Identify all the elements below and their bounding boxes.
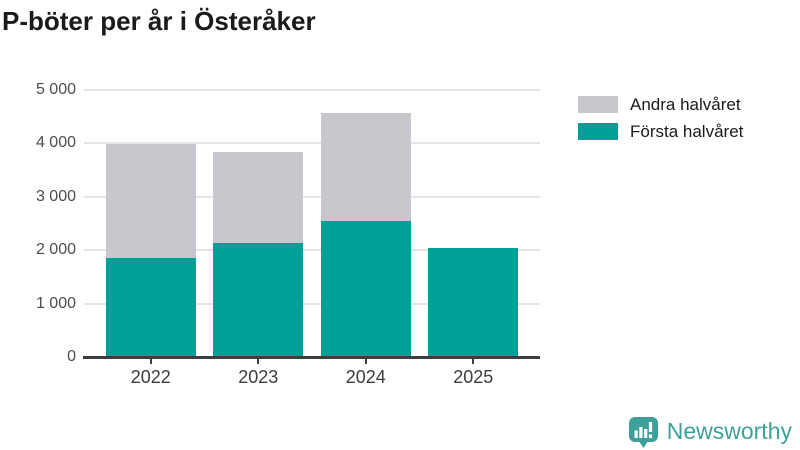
legend-swatch-forsta-halvaret xyxy=(578,123,618,140)
x-axis-line xyxy=(83,356,540,359)
y-axis-tick-label: 5 000 xyxy=(35,81,76,98)
x-axis-tick-label: 2025 xyxy=(453,367,494,387)
newsworthy-logo-icon xyxy=(628,417,658,448)
bar-segment-första-halvåret-2023 xyxy=(213,243,304,357)
x-axis-tick-label: 2022 xyxy=(130,367,171,387)
gridline xyxy=(84,142,540,145)
y-axis-tick-label: 1 000 xyxy=(35,294,76,312)
bar-segment-första-halvåret-2022 xyxy=(105,258,196,357)
gridline xyxy=(84,195,540,198)
x-axis-tick xyxy=(149,357,152,364)
bar-segment-andra-halvåret-2024 xyxy=(320,113,411,221)
legend-label: Första halvåret xyxy=(630,121,744,141)
bar-segment-andra-halvåret-2023 xyxy=(213,151,304,244)
x-axis-tick-label: 2023 xyxy=(238,367,279,387)
legend-label: Andra halvåret xyxy=(630,94,741,114)
chart-title: P-böter per år i Österåker xyxy=(2,6,316,36)
legend-swatch-andra-halvaret xyxy=(578,96,618,113)
bar-segment-första-halvåret-2024 xyxy=(320,220,411,357)
legend-item-andra-halvaret: Andra halvåret xyxy=(578,94,743,114)
x-axis-tick xyxy=(364,357,367,364)
gridline xyxy=(84,302,540,305)
gridline xyxy=(84,89,540,91)
y-axis-tick-label: 3 000 xyxy=(35,187,76,205)
y-axis-tick-label: 4 000 xyxy=(35,134,76,152)
newsworthy-logo[interactable]: Newsworthy xyxy=(627,415,792,448)
bar-segment-andra-halvåret-2022 xyxy=(105,143,196,259)
y-axis-tick-label: 2 000 xyxy=(35,241,76,259)
x-axis-tick xyxy=(257,357,260,364)
y-axis-tick-label: 0 xyxy=(67,348,76,365)
chart-legend: Andra halvåret Första halvåret xyxy=(578,94,744,150)
newsworthy-logo-text: Newsworthy xyxy=(666,418,792,444)
x-axis-tick xyxy=(472,357,475,364)
bar-segment-första-halvåret-2025 xyxy=(428,248,519,357)
gridline xyxy=(84,249,540,252)
x-axis-tick-label: 2024 xyxy=(345,367,386,387)
legend-item-forsta-halvaret: Första halvåret xyxy=(578,121,744,141)
